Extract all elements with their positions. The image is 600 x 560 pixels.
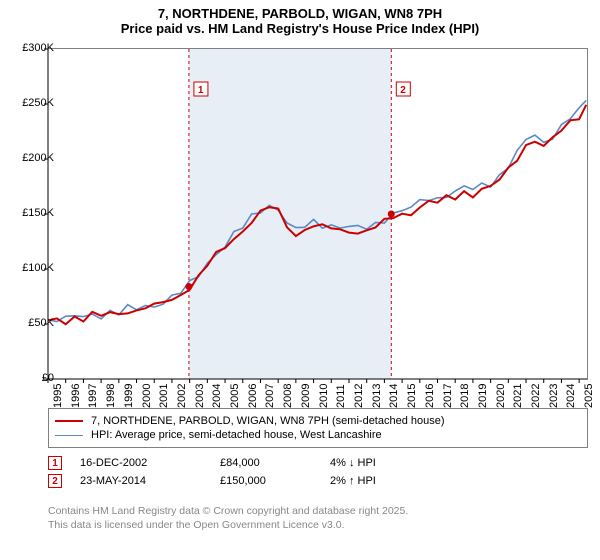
chart-container: 7, NORTHDENE, PARBOLD, WIGAN, WN8 7PH Pr…: [0, 0, 600, 560]
ytick-label: £50K: [28, 317, 54, 329]
xtick-label: 1999: [123, 384, 135, 408]
xtick-label: 1998: [105, 384, 117, 408]
event-date: 23-MAY-2014: [80, 475, 220, 487]
legend-label: 7, NORTHDENE, PARBOLD, WIGAN, WN8 7PH (s…: [91, 415, 445, 427]
xtick-label: 2001: [158, 384, 170, 408]
plot-area: 12: [48, 48, 588, 378]
xtick-label: 2011: [335, 384, 347, 408]
xtick-label: 2024: [565, 384, 577, 408]
event-marker-text: 2: [400, 85, 406, 96]
xtick-label: 1997: [87, 384, 99, 408]
xtick-label: 2014: [388, 384, 400, 408]
ytick-label: £150K: [22, 207, 54, 219]
xtick-label: 2002: [176, 384, 188, 408]
event-price: £84,000: [220, 457, 330, 469]
shaded-band: [189, 49, 391, 379]
xtick-label: 2012: [353, 384, 365, 408]
legend-item: HPI: Average price, semi-detached house,…: [55, 429, 581, 441]
xtick-label: 2019: [477, 384, 489, 408]
event-price: £150,000: [220, 475, 330, 487]
footer-line-2: This data is licensed under the Open Gov…: [48, 518, 408, 532]
xtick-label: 2004: [211, 384, 223, 408]
xtick-label: 2017: [442, 384, 454, 408]
xtick-label: 2007: [264, 384, 276, 408]
xtick-label: 1995: [52, 384, 64, 408]
xtick-label: 2000: [141, 384, 153, 408]
xtick-label: 2010: [318, 384, 330, 408]
event-row: 2 23-MAY-2014 £150,000 2% ↑ HPI: [48, 474, 430, 488]
legend-swatch: [55, 435, 83, 436]
event-delta: 2% ↑ HPI: [330, 475, 430, 487]
xtick-label: 2021: [512, 384, 524, 408]
xtick-label: 2009: [300, 384, 312, 408]
event-marker: 2: [48, 474, 62, 488]
xtick-label: 2015: [406, 384, 418, 408]
title-line-1: 7, NORTHDENE, PARBOLD, WIGAN, WN8 7PH: [0, 6, 600, 21]
xtick-label: 2008: [282, 384, 294, 408]
event-row: 1 16-DEC-2002 £84,000 4% ↓ HPI: [48, 456, 430, 470]
xtick-label: 2023: [548, 384, 560, 408]
event-dot: [388, 211, 395, 218]
xtick-label: 2013: [371, 384, 383, 408]
ytick-label: £250K: [22, 97, 54, 109]
event-list: 1 16-DEC-2002 £84,000 4% ↓ HPI 2 23-MAY-…: [48, 452, 430, 492]
event-marker: 1: [48, 456, 62, 470]
xtick-label: 2018: [459, 384, 471, 408]
event-dot: [185, 283, 192, 290]
footer: Contains HM Land Registry data © Crown c…: [48, 504, 408, 532]
legend-swatch: [55, 420, 83, 422]
ytick-label: £100K: [22, 262, 54, 274]
legend-item: 7, NORTHDENE, PARBOLD, WIGAN, WN8 7PH (s…: [55, 415, 581, 427]
event-delta: 4% ↓ HPI: [330, 457, 430, 469]
xtick-label: 2006: [247, 384, 259, 408]
xtick-label: 2016: [424, 384, 436, 408]
xtick-label: 2003: [194, 384, 206, 408]
xtick-label: 2020: [495, 384, 507, 408]
chart-title: 7, NORTHDENE, PARBOLD, WIGAN, WN8 7PH Pr…: [0, 0, 600, 36]
xtick-label: 2005: [229, 384, 241, 408]
plot-svg: 12: [48, 49, 588, 379]
legend: 7, NORTHDENE, PARBOLD, WIGAN, WN8 7PH (s…: [48, 408, 588, 448]
xtick-label: 2025: [583, 384, 595, 408]
footer-line-1: Contains HM Land Registry data © Crown c…: [48, 504, 408, 518]
xtick-label: 1996: [70, 384, 82, 408]
title-line-2: Price paid vs. HM Land Registry's House …: [0, 21, 600, 36]
event-date: 16-DEC-2002: [80, 457, 220, 469]
legend-label: HPI: Average price, semi-detached house,…: [91, 429, 382, 441]
ytick-label: £200K: [22, 152, 54, 164]
xtick-label: 2022: [530, 384, 542, 408]
ytick-label: £0: [42, 372, 54, 384]
ytick-label: £300K: [22, 42, 54, 54]
event-marker-text: 1: [198, 85, 204, 96]
